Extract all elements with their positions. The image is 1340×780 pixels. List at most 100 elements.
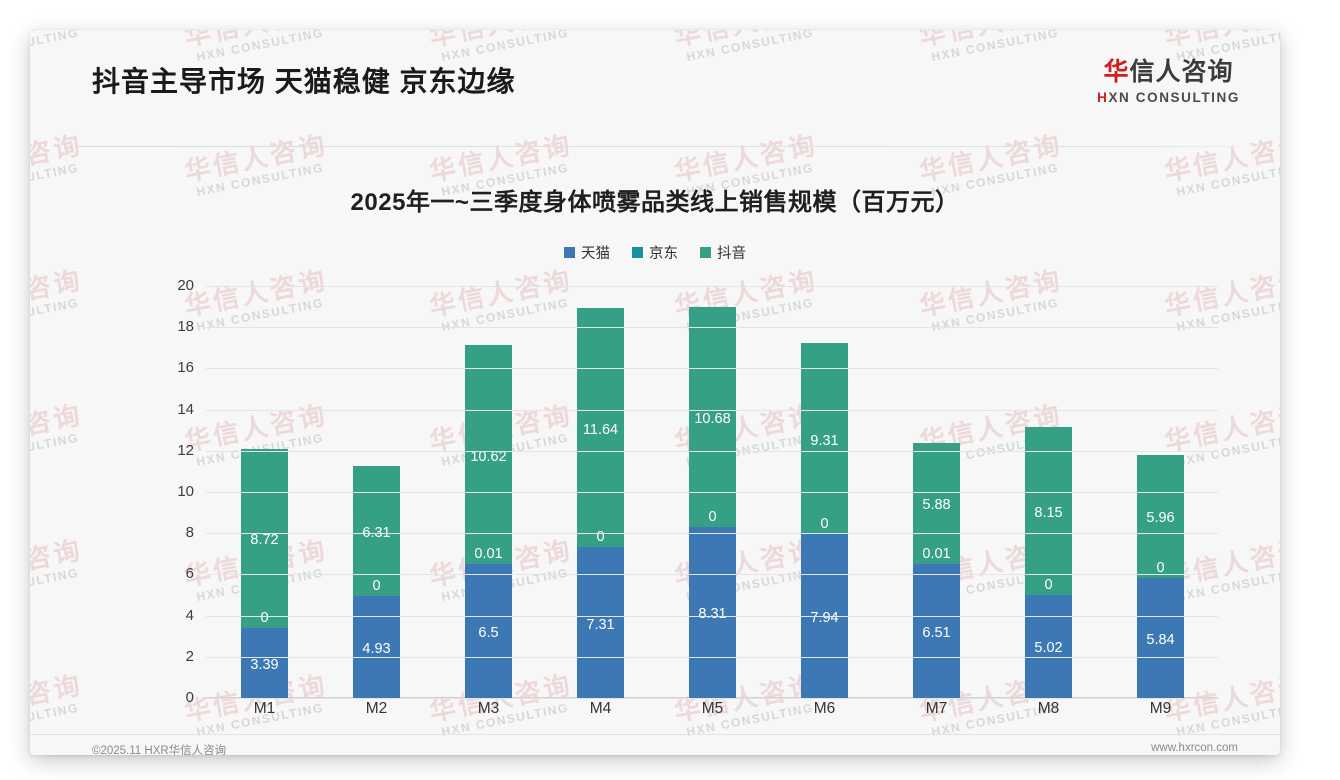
watermark-cn: 华信人咨询 [30,264,85,322]
grid-line [206,286,1218,287]
footer-divider [30,734,1280,735]
bar-value-label-tmall: 7.94 [810,610,839,627]
grid-line [206,656,1218,658]
y-axis-tick-label: 4 [185,606,194,624]
bar-group[interactable]: 8.31 0 10.68 [689,306,736,698]
logo-english-text: HXN CONSULTING [1097,90,1240,105]
chart-title: 2025年一~三季度身体喷雾品类线上销售规模（百万元） [350,189,960,216]
bar-group[interactable]: 7.94 0 9.31 [801,342,848,698]
x-axis-tick-label: M9 [1149,700,1172,717]
bar-value-label-jd: 0 [260,610,269,627]
grid-line [206,698,1218,699]
grid-line [206,615,1218,617]
y-axis-tick-label: 20 [177,277,194,294]
logo-accent-char: 华 [1103,58,1130,86]
bar-value-label-tmall: 6.51 [922,624,951,641]
bar-value-label-douyin: 10.62 [470,448,507,465]
bar-value-label-jd: 0 [596,529,605,546]
bar-segment-抖音[interactable] [801,342,848,535]
header-divider [77,146,1237,147]
watermark-en: HXN CONSULTING [30,430,81,469]
bar-value-label-douyin: 11.64 [582,421,619,438]
logo-en-rest: XN CONSULTING [1108,90,1240,105]
bar-value-label-jd: 0 [708,508,717,525]
bar-group[interactable]: 6.51 0.01 5.88 [913,442,960,698]
bar-value-label-douyin: 9.31 [810,432,839,449]
bar-segment-天猫[interactable] [353,596,400,698]
bar-value-label-douyin: 5.96 [1146,510,1175,527]
bar-value-label-douyin: 10.68 [694,410,731,427]
bar-segment-抖音[interactable] [913,442,960,564]
bar-group[interactable]: 5.84 0 5.96 [1137,454,1184,698]
grid-line [206,409,1218,411]
bar-group[interactable]: 6.5 0.01 10.62 [465,345,512,698]
bar-segment-抖音[interactable] [1137,454,1184,578]
y-axis-tick-label: 6 [185,565,194,583]
bar-segment-天猫[interactable] [913,563,960,698]
bar-segment-抖音[interactable] [577,307,624,548]
x-axis-tick-label: M2 [365,700,388,717]
bar-value-label-jd: 0.01 [922,545,951,562]
watermark-en: HXN CONSULTING [30,295,81,334]
bar-value-label-douyin: 8.15 [1034,504,1063,521]
bar-group[interactable]: 5.02 0 8.15 [1025,426,1072,698]
y-axis-tick-label: 16 [177,359,194,377]
slide-header: 抖音主导市场 天猫稳健 京东边缘 华信人咨询 HXN CONSULTING [30,30,1280,122]
grid-line [206,450,1218,452]
bar-value-label-tmall: 7.31 [586,616,615,633]
watermark-cn: 华信人咨询 [30,534,85,592]
bar-value-label-jd: 0.01 [474,545,503,562]
y-axis-tick-label: 12 [177,441,194,459]
legend-swatch-icon [700,247,711,258]
bar-value-label-tmall: 5.02 [1034,640,1063,657]
bar-segment-天猫[interactable] [1025,594,1072,698]
bar-group[interactable]: 3.39 0 8.72 [241,448,288,698]
bar-segment-抖音[interactable] [1025,426,1072,595]
x-axis-tick-label: M3 [477,700,500,717]
legend-label: 京东 [649,246,678,262]
bar-value-label-tmall: 4.93 [362,641,391,658]
legend-item-3[interactable]: 抖音 [700,242,746,263]
y-axis-tick-label: 10 [177,483,194,500]
bar-segment-抖音[interactable] [465,345,512,564]
y-axis-tick-label: 2 [185,647,194,665]
bar-value-label-tmall: 5.84 [1146,631,1175,648]
bar-value-label-tmall: 3.39 [250,657,279,674]
bar-group[interactable]: 4.93 0 6.31 [353,466,400,698]
grid-line [206,368,1218,370]
bar-value-label-jd: 0 [372,578,381,595]
bar-value-label-jd: 0 [1156,559,1165,576]
x-axis-tick-label: M7 [925,700,948,717]
logo-chinese-text: 华信人咨询 [1097,52,1240,88]
grid-line [206,327,1218,329]
bar-value-label-jd: 0 [1044,576,1053,593]
bar-group[interactable]: 7.31 0 11.64 [577,307,624,698]
bar-segment-天猫[interactable] [1137,577,1184,698]
bar-segment-天猫[interactable] [689,526,736,698]
logo-en-accent: H [1097,90,1109,105]
legend-label: 抖音 [717,246,746,262]
legend-swatch-icon [564,247,575,258]
y-axis-tick-label: 14 [177,400,194,418]
watermark-cn: 华信人咨询 [916,129,1065,187]
bar-segment-抖音[interactable] [689,306,736,527]
page-title: 抖音主导市场 天猫稳健 京东边缘 [92,66,516,97]
legend-item-1[interactable]: 天猫 [564,242,610,263]
bar-segment-天猫[interactable] [465,564,512,698]
legend-item-2[interactable]: 京东 [632,242,678,263]
brand-logo: 华信人咨询 HXN CONSULTING [1097,52,1240,105]
y-axis-tick-label: 18 [177,318,194,336]
bar-segment-天猫[interactable] [577,547,624,698]
footer-website[interactable]: www.hxrcon.com [1151,742,1238,754]
chart-plot-area: 3.39 0 8.72 4.93 0 6.31 6.5 0.01 10.62 7.31 0 11.64… [177,277,1218,717]
bar-segment-天猫[interactable] [241,628,288,698]
watermark-cn: 华信人咨询 [181,129,330,187]
x-axis-tick-label: M4 [589,700,612,717]
bar-segment-抖音[interactable] [241,448,288,629]
logo-rest-chars: 信人咨询 [1129,58,1234,86]
watermark-cn: 华信人咨询 [671,129,820,187]
